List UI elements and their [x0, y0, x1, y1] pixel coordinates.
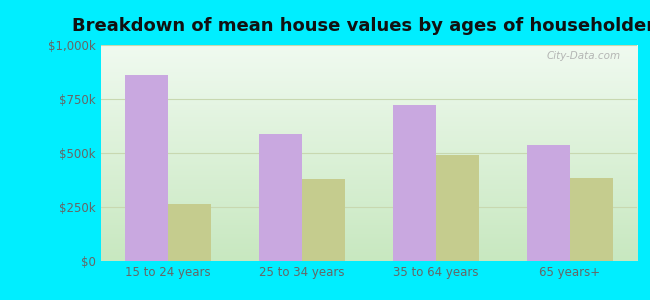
Bar: [393, 106, 436, 261]
Text: City-Data.com: City-Data.com: [547, 52, 621, 61]
Bar: [570, 178, 613, 261]
Bar: [259, 134, 302, 261]
Bar: [168, 204, 211, 261]
Title: Breakdown of mean house values by ages of householders: Breakdown of mean house values by ages o…: [72, 17, 650, 35]
Bar: [527, 146, 570, 261]
Bar: [436, 155, 479, 261]
Legend: Leesburg, Virginia: Leesburg, Virginia: [279, 299, 459, 300]
Bar: [125, 75, 168, 261]
Bar: [302, 179, 344, 261]
